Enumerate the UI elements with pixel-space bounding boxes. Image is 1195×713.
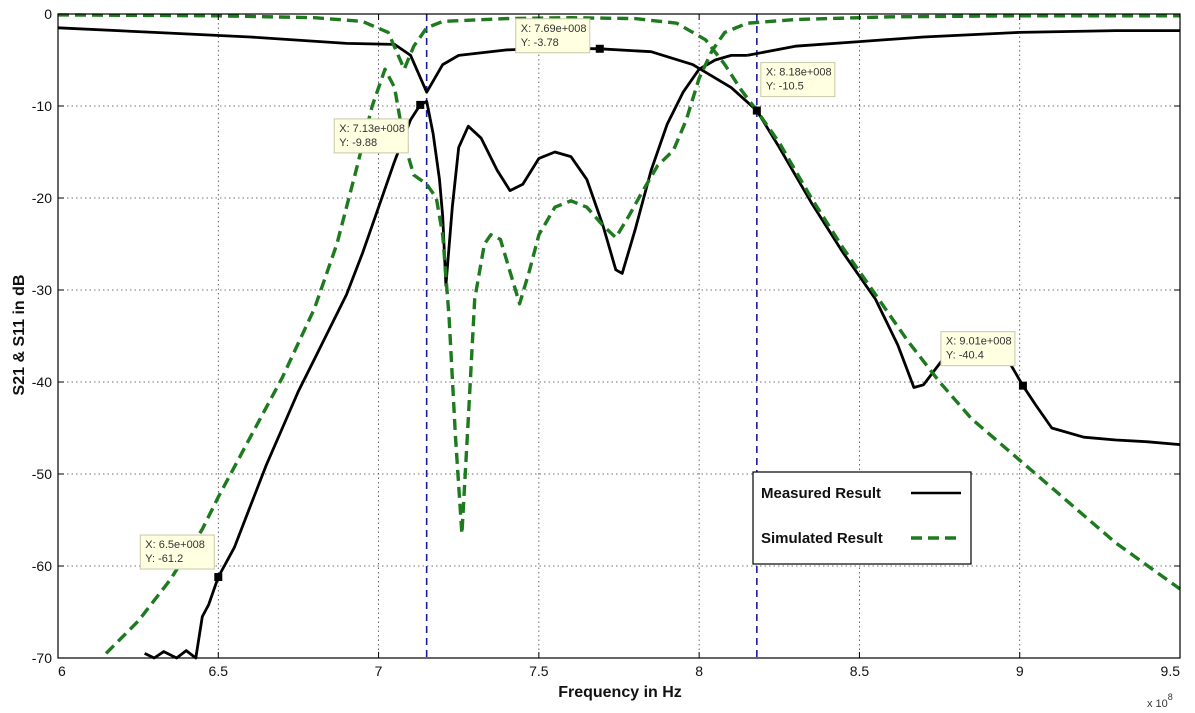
data-tip-marker — [416, 100, 425, 109]
data-tip-box — [940, 331, 1016, 367]
x-tick-label: 7 — [375, 663, 383, 679]
data-tip-marker — [1018, 381, 1027, 390]
data-tip: X: 9.01e+008 Y: -40.4 — [940, 331, 1027, 390]
y-tick-label: 0 — [44, 6, 52, 22]
x-exponent-label: x 108 — [1147, 692, 1173, 710]
data-tip: X: 8.18e+008 Y: -10.5 — [752, 62, 836, 115]
data-tip-box — [139, 534, 215, 570]
data-tip-x-text: X: 7.13e+008 — [339, 123, 405, 135]
series-line-simulated-s11 — [57, 13, 1181, 591]
y-tick-label: -70 — [32, 650, 52, 666]
series-line-measured-s11-top — [746, 29, 1180, 57]
y-tick-label: -10 — [32, 98, 52, 114]
series-line-measured-s11 — [57, 26, 1181, 446]
x-tick-label: 6 — [58, 663, 66, 679]
x-tick-label: 7.5 — [529, 663, 549, 679]
data-tip-marker — [214, 573, 223, 582]
data-tip-box — [515, 18, 591, 54]
legend-label: Measured Result — [761, 485, 881, 502]
data-tip-x-text: X: 7.69e+008 — [521, 23, 587, 35]
data-tip: X: 6.5e+008 Y: -61.2 — [139, 534, 223, 582]
data-tip-box — [333, 118, 409, 154]
x-axis-label: Frequency in Hz — [558, 684, 682, 701]
legend-label: Simulated Result — [761, 530, 883, 547]
plot-frame — [57, 13, 1181, 659]
y-tick-label: -20 — [32, 190, 52, 206]
data-tip-y-text: Y: -9.88 — [339, 137, 377, 149]
data-tip-box — [760, 62, 836, 98]
data-tip: X: 7.69e+008 Y: -3.78 — [515, 18, 604, 54]
x-tick-label: 8.5 — [850, 663, 870, 679]
data-tip-marker — [595, 44, 604, 53]
y-tick-label: -40 — [32, 374, 52, 390]
x-tick-label: 9 — [1016, 663, 1024, 679]
y-tick-label: -60 — [32, 558, 52, 574]
data-tip-y-text: Y: -3.78 — [521, 37, 559, 49]
y-tick-label: -30 — [32, 282, 52, 298]
data-tip: X: 7.13e+008 Y: -9.88 — [333, 100, 425, 154]
data-tip-x-text: X: 6.5e+008 — [145, 539, 205, 551]
data-tip-x-text: X: 9.01e+008 — [946, 336, 1012, 348]
x-tick-label: 9.5 — [1161, 663, 1181, 679]
series-line-simulated-s21 — [104, 14, 1180, 655]
legend-box — [752, 471, 972, 565]
data-tip-y-text: Y: -10.5 — [766, 81, 804, 93]
y-tick-label: -50 — [32, 466, 52, 482]
x-tick-label: 6.5 — [209, 663, 229, 679]
data-tip-y-text: Y: -61.2 — [145, 553, 183, 565]
data-tip-x-text: X: 8.18e+008 — [766, 67, 832, 79]
x-tick-label: 8 — [695, 663, 703, 679]
y-axis-label: S21 & S11 in dB — [11, 275, 28, 396]
legend: Measured Result Simulated Result — [752, 471, 972, 565]
data-tip-y-text: Y: -40.4 — [946, 350, 984, 362]
axis-ticks: 6 6.5 7 7.5 8 8.5 9 9.5 0 -10 -20 -30 -40 -50 -60 -70 — [32, 6, 1181, 679]
data-tip-marker — [752, 106, 761, 115]
